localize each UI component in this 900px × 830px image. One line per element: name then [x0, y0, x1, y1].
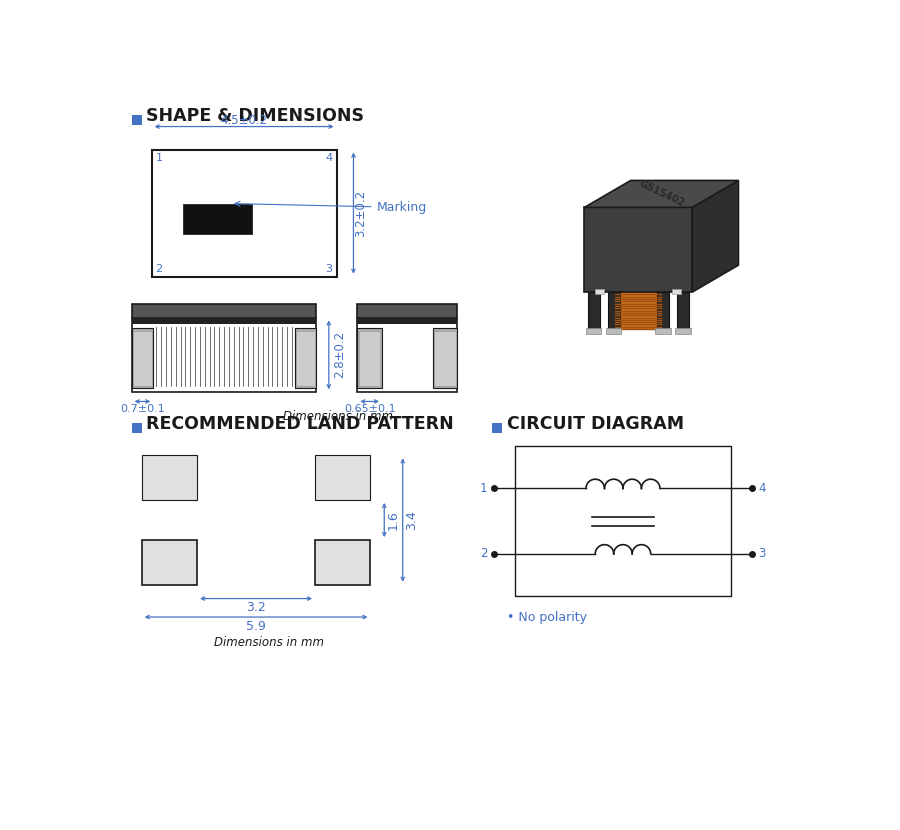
Polygon shape — [584, 208, 692, 292]
Bar — [315, 456, 371, 500]
Bar — [131, 423, 141, 433]
Bar — [606, 329, 621, 334]
Text: 3: 3 — [326, 264, 333, 274]
Bar — [131, 329, 153, 388]
Bar — [357, 329, 382, 388]
Text: RECOMMENDED LAND PATTERN: RECOMMENDED LAND PATTERN — [147, 415, 454, 433]
Bar — [515, 446, 731, 596]
Text: CIRCUIT DIAGRAM: CIRCUIT DIAGRAM — [507, 415, 684, 433]
Bar — [655, 329, 670, 334]
Text: 3.2±0.2: 3.2±0.2 — [355, 189, 367, 237]
Bar — [131, 318, 317, 324]
Polygon shape — [677, 292, 689, 330]
Text: 2.8±0.2: 2.8±0.2 — [333, 331, 346, 378]
Bar — [675, 329, 690, 334]
Bar — [131, 304, 317, 318]
Text: 1: 1 — [480, 482, 488, 495]
Bar — [315, 540, 371, 584]
Text: • No polarity: • No polarity — [508, 611, 588, 623]
Bar — [183, 203, 252, 234]
Bar — [492, 423, 502, 433]
Bar — [357, 318, 457, 324]
Bar — [616, 292, 662, 329]
Bar — [296, 331, 315, 386]
Bar — [131, 115, 141, 125]
Text: 3.2: 3.2 — [247, 601, 266, 614]
Text: SHAPE & DIMENSIONS: SHAPE & DIMENSIONS — [147, 107, 364, 125]
Polygon shape — [588, 292, 599, 330]
Text: 4.5±0.2: 4.5±0.2 — [220, 114, 267, 127]
Bar — [141, 540, 197, 584]
Bar — [152, 149, 337, 276]
Text: 3.4: 3.4 — [406, 510, 419, 530]
Polygon shape — [657, 292, 670, 330]
Bar — [133, 331, 152, 386]
Polygon shape — [608, 292, 620, 330]
Text: 3: 3 — [759, 548, 766, 560]
Bar — [586, 329, 601, 334]
Bar — [357, 304, 457, 318]
Text: Marking: Marking — [235, 201, 427, 214]
Bar — [141, 456, 197, 500]
Text: 4: 4 — [326, 153, 333, 163]
Text: 0.65±0.1: 0.65±0.1 — [344, 404, 395, 414]
Text: 2: 2 — [156, 264, 163, 274]
Bar — [359, 331, 381, 386]
Text: 1: 1 — [156, 153, 163, 163]
Text: 0.7±0.1: 0.7±0.1 — [120, 404, 165, 414]
Polygon shape — [584, 180, 739, 208]
Bar — [295, 329, 317, 388]
Bar — [435, 331, 456, 386]
Bar — [595, 289, 605, 294]
Bar — [433, 329, 457, 388]
Polygon shape — [692, 180, 739, 292]
Text: 4: 4 — [759, 482, 766, 495]
Text: 2: 2 — [480, 548, 488, 560]
Text: 5.9: 5.9 — [246, 620, 266, 632]
Text: Dimensions in mm: Dimensions in mm — [214, 636, 324, 649]
Bar — [357, 318, 457, 393]
Text: GS15402: GS15402 — [637, 179, 686, 209]
Bar — [131, 318, 317, 393]
Text: Dimensions in mm: Dimensions in mm — [283, 410, 393, 423]
Bar — [672, 289, 681, 294]
Text: 1.6: 1.6 — [387, 510, 400, 530]
